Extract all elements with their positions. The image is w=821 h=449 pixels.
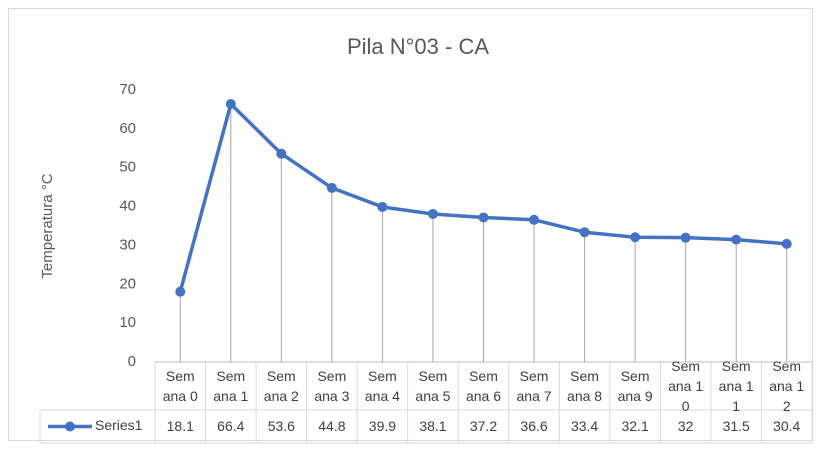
- point: [326, 182, 337, 193]
- y-tick-label: 40: [119, 198, 136, 215]
- y-tick-label: 30: [119, 236, 136, 253]
- x-tick-label: Semana 3: [314, 368, 350, 404]
- point: [579, 227, 590, 238]
- y-tick-label: 60: [119, 120, 136, 137]
- table-value: 33.4: [570, 418, 599, 434]
- legend-label: Series1: [95, 417, 143, 433]
- x-tick-label: Semana 0: [162, 368, 198, 404]
- point: [630, 232, 641, 243]
- table-value: 39.9: [368, 418, 397, 434]
- legend-marker: [65, 421, 75, 432]
- point: [529, 214, 540, 225]
- y-axis-label: Temperatura °C: [39, 173, 56, 278]
- point: [175, 286, 186, 297]
- x-tick-label: Semana 8: [567, 368, 603, 404]
- chart-title: Pila N°03 - CA: [347, 34, 489, 59]
- table-value: 31.5: [722, 418, 750, 434]
- point: [731, 234, 742, 245]
- x-tick-label: Semana 11: [718, 358, 754, 414]
- x-tick-label: Semana 1: [213, 368, 249, 404]
- table-value: 18.1: [166, 418, 194, 434]
- chart-frame: [8, 8, 813, 441]
- table-value: 36.6: [520, 418, 548, 434]
- y-tick-label: 50: [119, 159, 136, 176]
- y-tick-label: 70: [119, 81, 136, 98]
- point: [781, 238, 792, 249]
- point: [680, 232, 691, 243]
- table-value: 38.1: [419, 418, 447, 434]
- y-tick-label: 10: [119, 314, 136, 331]
- x-tick-label: Semana 9: [617, 368, 653, 404]
- table-value: 32.1: [621, 418, 649, 434]
- table-value: 44.8: [318, 418, 346, 434]
- table-value: 53.6: [267, 418, 295, 434]
- y-tick-label: 20: [119, 275, 136, 292]
- x-tick-label: Semana 2: [263, 368, 299, 404]
- point: [478, 212, 489, 223]
- point: [377, 201, 388, 212]
- point: [225, 98, 236, 109]
- x-tick-label: Semana 6: [465, 368, 501, 404]
- y-tick-label: 0: [128, 353, 136, 370]
- x-tick-label: Semana 7: [516, 368, 552, 404]
- x-tick-label: Semana 5: [415, 368, 451, 404]
- point: [427, 208, 438, 219]
- point: [276, 148, 287, 159]
- table-value: 66.4: [217, 418, 245, 434]
- table-value: 30.4: [773, 418, 801, 434]
- x-tick-label: Semana 10: [668, 358, 704, 414]
- table-value: 37.2: [469, 418, 498, 434]
- table-value: 32: [677, 418, 694, 434]
- x-tick-label: Semana 12: [769, 358, 805, 414]
- x-tick-label: Semana 4: [364, 368, 400, 404]
